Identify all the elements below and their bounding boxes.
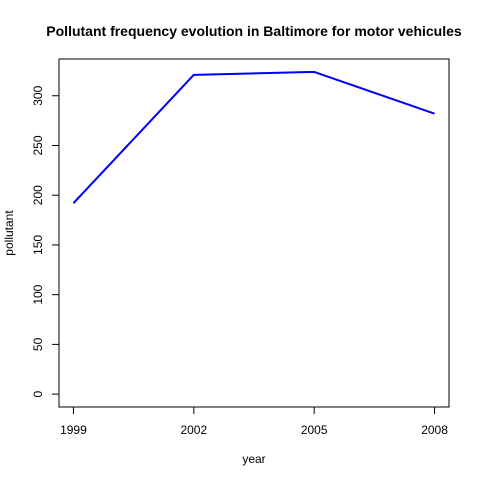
y-axis: 0 50 100 150 200 250 300 [31, 85, 60, 397]
y-tick-label: 150 [31, 235, 45, 255]
y-tick-label: 100 [31, 284, 45, 304]
y-axis-label: pollutant [2, 210, 16, 256]
y-tick-label: 250 [31, 135, 45, 155]
y-tick-label: 50 [31, 337, 45, 351]
chart-title: Pollutant frequency evolution in Baltimo… [46, 23, 462, 39]
y-tick-label: 200 [31, 185, 45, 205]
y-tick-label: 300 [31, 85, 45, 105]
x-tick-label: 2005 [301, 423, 328, 437]
x-tick-label: 2002 [180, 423, 207, 437]
x-tick-label: 2008 [421, 423, 448, 437]
series-line-0 [72, 70, 435, 204]
x-tick-label: 1999 [60, 423, 87, 437]
plot-area-frame [58, 58, 450, 408]
x-axis-label: year [242, 452, 265, 466]
x-axis: 1999 2002 2005 2008 [60, 406, 448, 437]
y-tick-label: 0 [31, 390, 45, 397]
series-group [72, 70, 435, 204]
